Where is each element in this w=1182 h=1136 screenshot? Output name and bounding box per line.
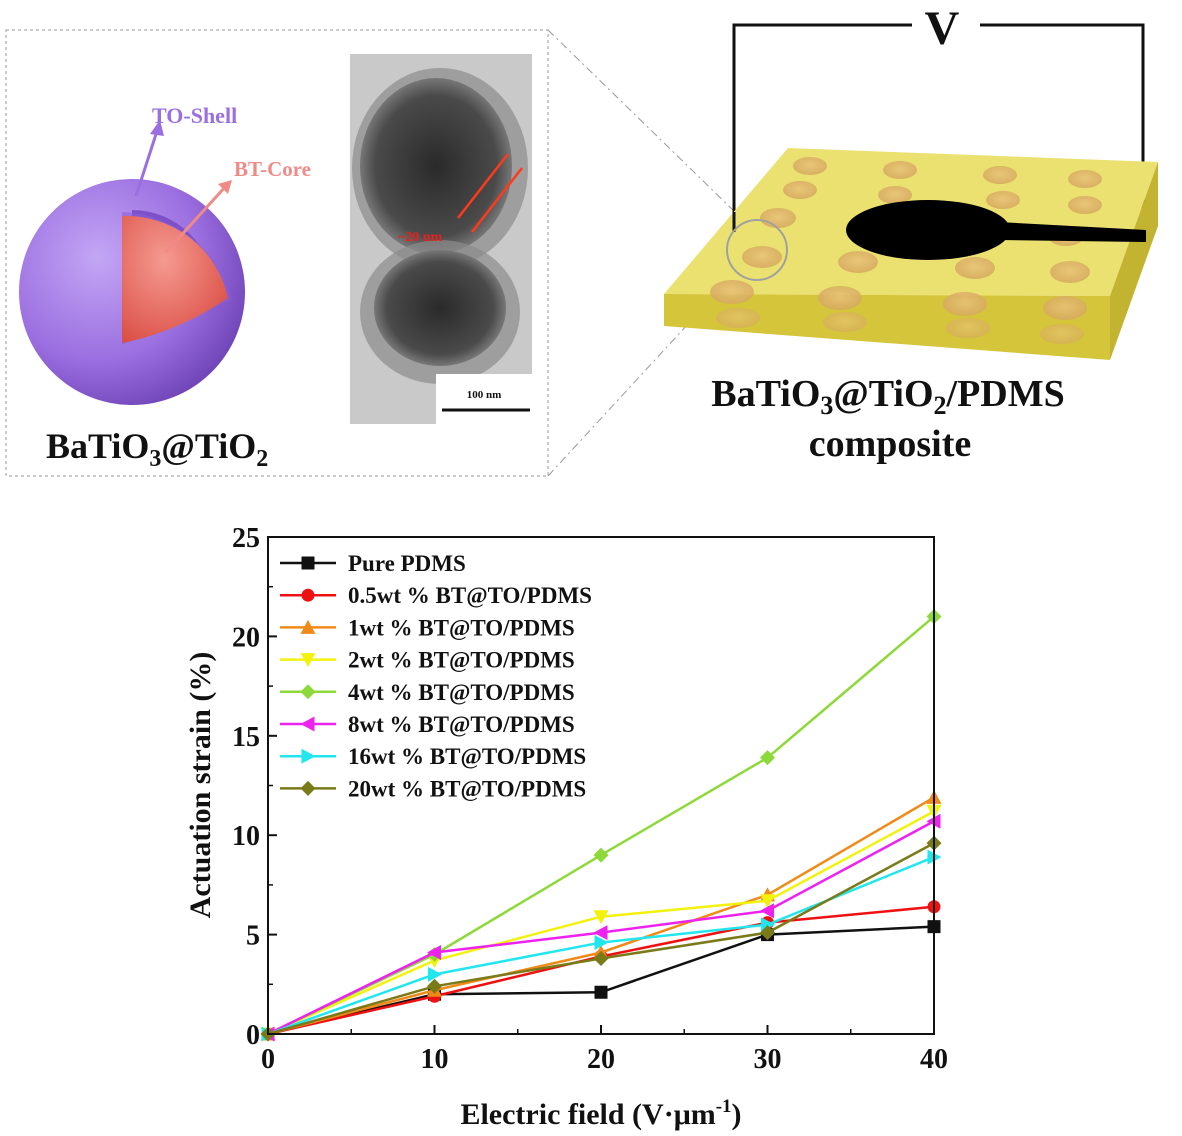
- series-0: [261, 920, 941, 1041]
- tem-particle-2: [374, 250, 506, 366]
- legend-swatch-marker: [301, 588, 315, 602]
- composite-label-line2: composite: [809, 423, 972, 465]
- y-tick-label: 20: [232, 622, 260, 653]
- y-axis-label: Actuation strain (%): [184, 652, 217, 919]
- series-line: [267, 905, 935, 1036]
- legend-label: 2wt % BT@TO/PDMS: [348, 648, 575, 674]
- core-arrow: [164, 184, 228, 254]
- legend-swatch-marker: [301, 748, 316, 764]
- x-tick-label: 30: [754, 1044, 782, 1075]
- legend-item: 1wt % BT@TO/PDMS: [280, 615, 575, 641]
- data-point: [760, 903, 774, 919]
- data-point: [593, 950, 609, 966]
- data-point: [594, 985, 608, 999]
- voltage-label: V: [925, 2, 960, 55]
- legend-item: 0.5wt % BT@TO/PDMS: [280, 583, 592, 609]
- electrode-pad: [846, 200, 1010, 260]
- x-axis: 0 10 20 30 40: [261, 1025, 948, 1075]
- data-point: [760, 750, 775, 766]
- tem-scalebar-label: 100 nm: [467, 389, 502, 401]
- legend-item: 20wt % BT@TO/PDMS: [280, 776, 586, 802]
- legend-item: 4wt % BT@TO/PDMS: [280, 680, 575, 706]
- core-shell-sphere: [19, 179, 245, 405]
- zoom-guide-line-top: [547, 29, 736, 213]
- y-tick-label: 0: [246, 1020, 260, 1051]
- legend-swatch-marker: [300, 780, 316, 796]
- particle-name-label: BaTiO3@TiO2: [46, 426, 268, 472]
- series-4: [260, 609, 942, 1042]
- tem-shell-line-1: [457, 153, 509, 219]
- y-tick-label: 25: [232, 523, 260, 554]
- x-tick-label: 40: [920, 1044, 948, 1075]
- data-point: [593, 910, 609, 925]
- core-label: BT-Core: [234, 157, 311, 181]
- chart-series: [260, 609, 942, 1042]
- strain-chart: Pure PDMS 0.5wt % BT@TO/PDMS 1wt % BT@TO/P…: [184, 523, 948, 1131]
- core-hemisphere: [122, 215, 228, 343]
- legend-swatch-marker: [300, 619, 316, 634]
- y-tick-label: 5: [246, 921, 260, 952]
- legend-swatch-marker: [300, 684, 316, 700]
- y-tick-label: 10: [232, 821, 260, 852]
- zoom-circle: [726, 219, 788, 281]
- legend-label: 8wt % BT@TO/PDMS: [348, 712, 575, 738]
- circuit-wire-left: [732, 23, 912, 212]
- chart-legend: Pure PDMS 0.5wt % BT@TO/PDMS 1wt % BT@TO/P…: [280, 551, 592, 802]
- electrode-lead: [998, 222, 1146, 242]
- zoom-guide-line-bottom: [547, 272, 736, 477]
- x-tick-label: 10: [421, 1044, 449, 1075]
- legend-item: 8wt % BT@TO/PDMS: [280, 712, 575, 738]
- x-axis-label: Electric field (V·μm-1): [460, 1096, 741, 1131]
- y-tick-label: 15: [232, 722, 260, 753]
- legend-label: 1wt % BT@TO/PDMS: [348, 615, 575, 641]
- data-point: [594, 935, 609, 951]
- data-point: [428, 966, 442, 982]
- legend-swatch-marker: [300, 653, 316, 668]
- series-7: [260, 835, 942, 1042]
- legend-item: 2wt % BT@TO/PDMS: [280, 648, 575, 674]
- data-point: [593, 847, 609, 863]
- data-point: [760, 925, 775, 941]
- y-axis: 0 5 10 15 20 25: [232, 523, 277, 1051]
- particle-panel: TO-Shell BT-Core BaTiO3@TiO2 ~20 nm 100 …: [5, 29, 736, 477]
- legend-swatch-marker: [300, 716, 315, 732]
- legend-item: 16wt % BT@TO/PDMS: [280, 744, 586, 770]
- shell-label: TO-Shell: [152, 103, 237, 128]
- core-arrowhead: [218, 180, 232, 194]
- shell-arrow: [134, 127, 160, 197]
- tem-scalebar-box: [436, 374, 532, 424]
- legend-label: Pure PDMS: [348, 551, 466, 576]
- data-point: [427, 944, 441, 960]
- composite-label-line1: BaTiO3@TiO2/PDMS: [711, 373, 1064, 420]
- legend-item: Pure PDMS: [280, 551, 466, 576]
- film-side-face: [1110, 162, 1158, 360]
- tem-shell-line-2: [471, 167, 523, 233]
- tem-thickness-label: ~20 nm: [398, 230, 443, 245]
- particle-panel-border: [5, 29, 549, 477]
- x-tick-label: 20: [587, 1044, 615, 1075]
- legend-label: 4wt % BT@TO/PDMS: [348, 680, 575, 706]
- shell-arrowhead: [150, 120, 164, 136]
- composite-panel: V: [664, 2, 1158, 465]
- data-point: [760, 894, 775, 909]
- legend-label: 20wt % BT@TO/PDMS: [348, 776, 586, 802]
- tem-particle-1: [360, 78, 512, 254]
- film-front-face: [664, 294, 1110, 360]
- data-point: [427, 978, 442, 994]
- data-point: [593, 925, 608, 941]
- legend-label: 0.5wt % BT@TO/PDMS: [348, 583, 592, 609]
- legend-swatch-marker: [301, 556, 315, 570]
- tem-image: ~20 nm 100 nm: [350, 54, 532, 424]
- legend-label: 16wt % BT@TO/PDMS: [348, 744, 586, 770]
- x-tick-label: 0: [261, 1044, 275, 1075]
